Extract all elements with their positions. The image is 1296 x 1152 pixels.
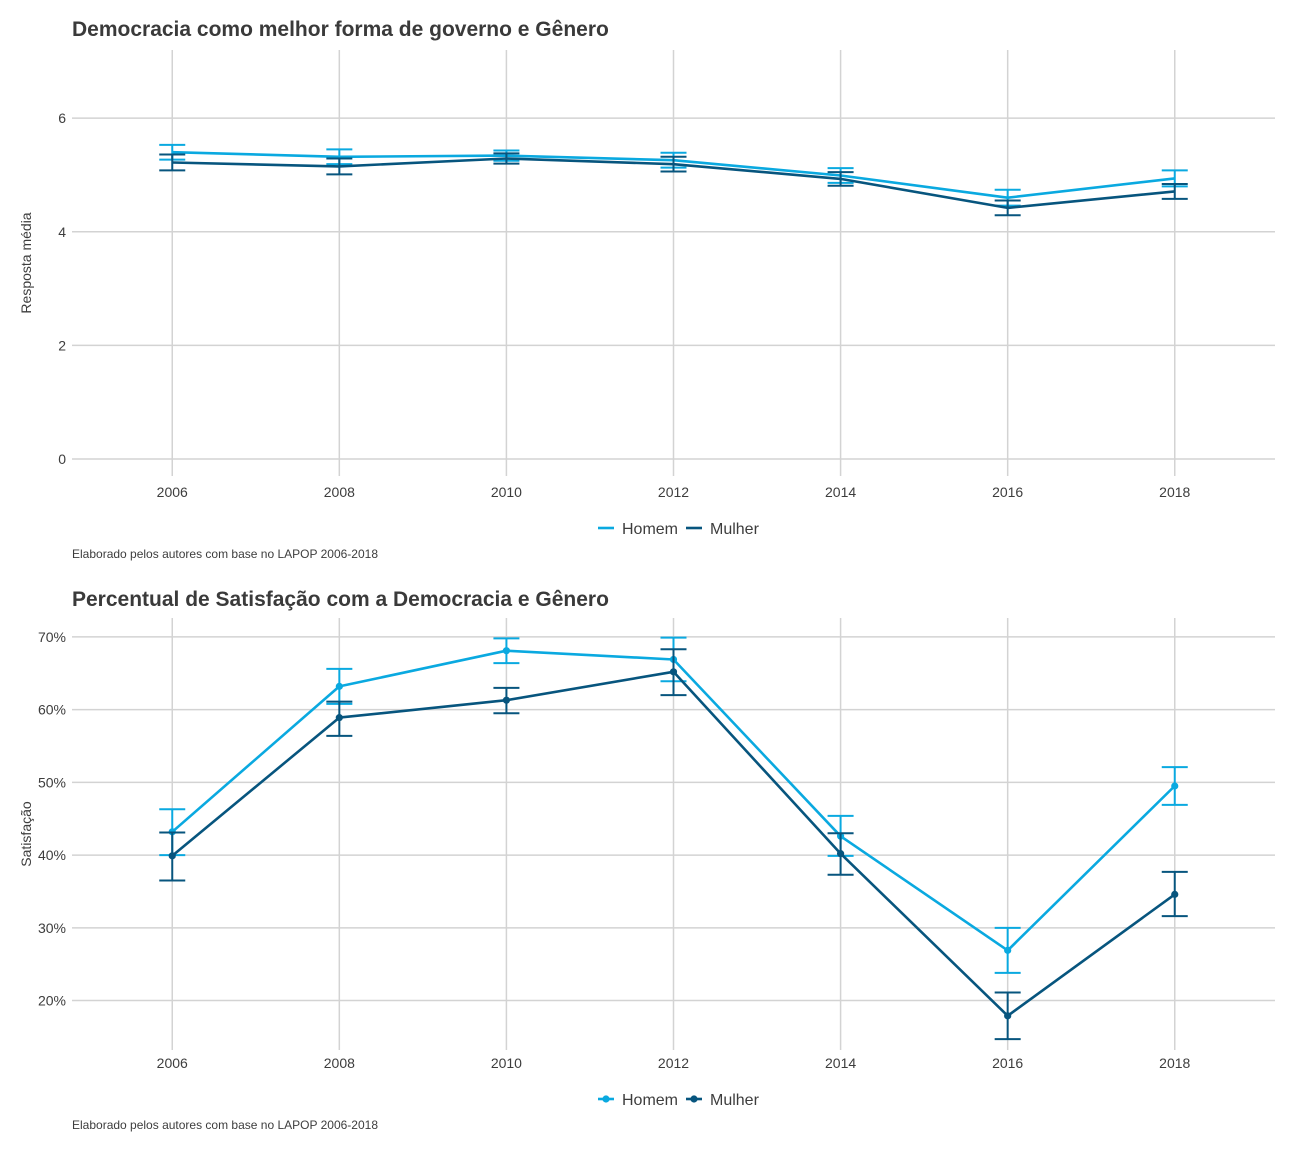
y-tick-label: 60%	[38, 702, 66, 718]
x-tick-label: 2006	[157, 484, 188, 500]
legend-label: Mulher	[710, 1092, 760, 1109]
y-axis-label: Resposta média	[18, 212, 34, 313]
chart-title: Democracia como melhor forma de governo …	[72, 18, 609, 41]
y-tick-label: 2	[58, 337, 66, 353]
y-tick-label: 6	[58, 110, 66, 126]
x-tick-label: 2018	[1159, 1055, 1190, 1071]
y-tick-label: 0	[58, 451, 66, 467]
x-tick-label: 2016	[992, 484, 1023, 500]
series-mulher	[159, 152, 1188, 217]
chart-caption: Elaborado pelos autores com base no LAPO…	[72, 1118, 378, 1132]
legend-label: Mulher	[710, 521, 760, 538]
x-tick-label: 2006	[157, 1055, 188, 1071]
legend-item-homem: Homem	[598, 521, 678, 538]
data-point	[1171, 890, 1179, 898]
data-point	[168, 852, 176, 860]
chart-panel-2: Percentual de Satisfação com a Democraci…	[18, 588, 1275, 1132]
x-tick-label: 2014	[825, 484, 856, 500]
y-tick-label: 70%	[38, 629, 66, 645]
y-tick-label: 4	[58, 224, 66, 240]
y-tick-label: 20%	[38, 993, 66, 1009]
data-point	[502, 696, 511, 704]
legend: Homem Mulher	[598, 1092, 760, 1109]
y-tick-label: 40%	[38, 847, 66, 863]
data-point	[335, 682, 343, 690]
x-tick-label: 2010	[491, 1055, 522, 1071]
x-tick-label: 2008	[324, 484, 355, 500]
legend-item-mulher: Mulher	[686, 521, 760, 538]
x-tick-label: 2016	[992, 1055, 1023, 1071]
data-point	[335, 714, 343, 722]
x-tick-label: 2018	[1159, 484, 1190, 500]
legend-label: Homem	[622, 1092, 678, 1109]
legend-item-homem: Homem	[598, 1092, 678, 1109]
y-tick-label: 50%	[38, 774, 66, 790]
data-point	[502, 647, 511, 655]
chart-title: Percentual de Satisfação com a Democraci…	[72, 588, 609, 611]
series-mulher	[159, 648, 1188, 1041]
x-tick-label: 2014	[825, 1055, 856, 1071]
data-point	[1171, 782, 1179, 790]
legend-key-point	[602, 1095, 610, 1103]
data-point	[1004, 946, 1012, 954]
x-tick-label: 2012	[658, 484, 689, 500]
legend-key-point	[690, 1095, 698, 1103]
legend: Homem Mulher	[598, 521, 760, 538]
x-tick-label: 2012	[658, 1055, 689, 1071]
data-point	[669, 668, 678, 676]
y-tick-label: 30%	[38, 920, 66, 936]
series-line	[172, 157, 1175, 210]
y-axis-label: Satisfação	[18, 801, 34, 867]
legend-item-mulher: Mulher	[686, 1092, 760, 1109]
x-tick-label: 2010	[491, 484, 522, 500]
data-point	[1004, 1012, 1012, 1020]
data-point	[836, 850, 845, 858]
x-tick-label: 2008	[324, 1055, 355, 1071]
chart-panel-1: Democracia como melhor forma de governo …	[18, 18, 1275, 561]
legend-label: Homem	[622, 521, 678, 538]
chart-caption: Elaborado pelos autores com base no LAPO…	[72, 547, 378, 561]
